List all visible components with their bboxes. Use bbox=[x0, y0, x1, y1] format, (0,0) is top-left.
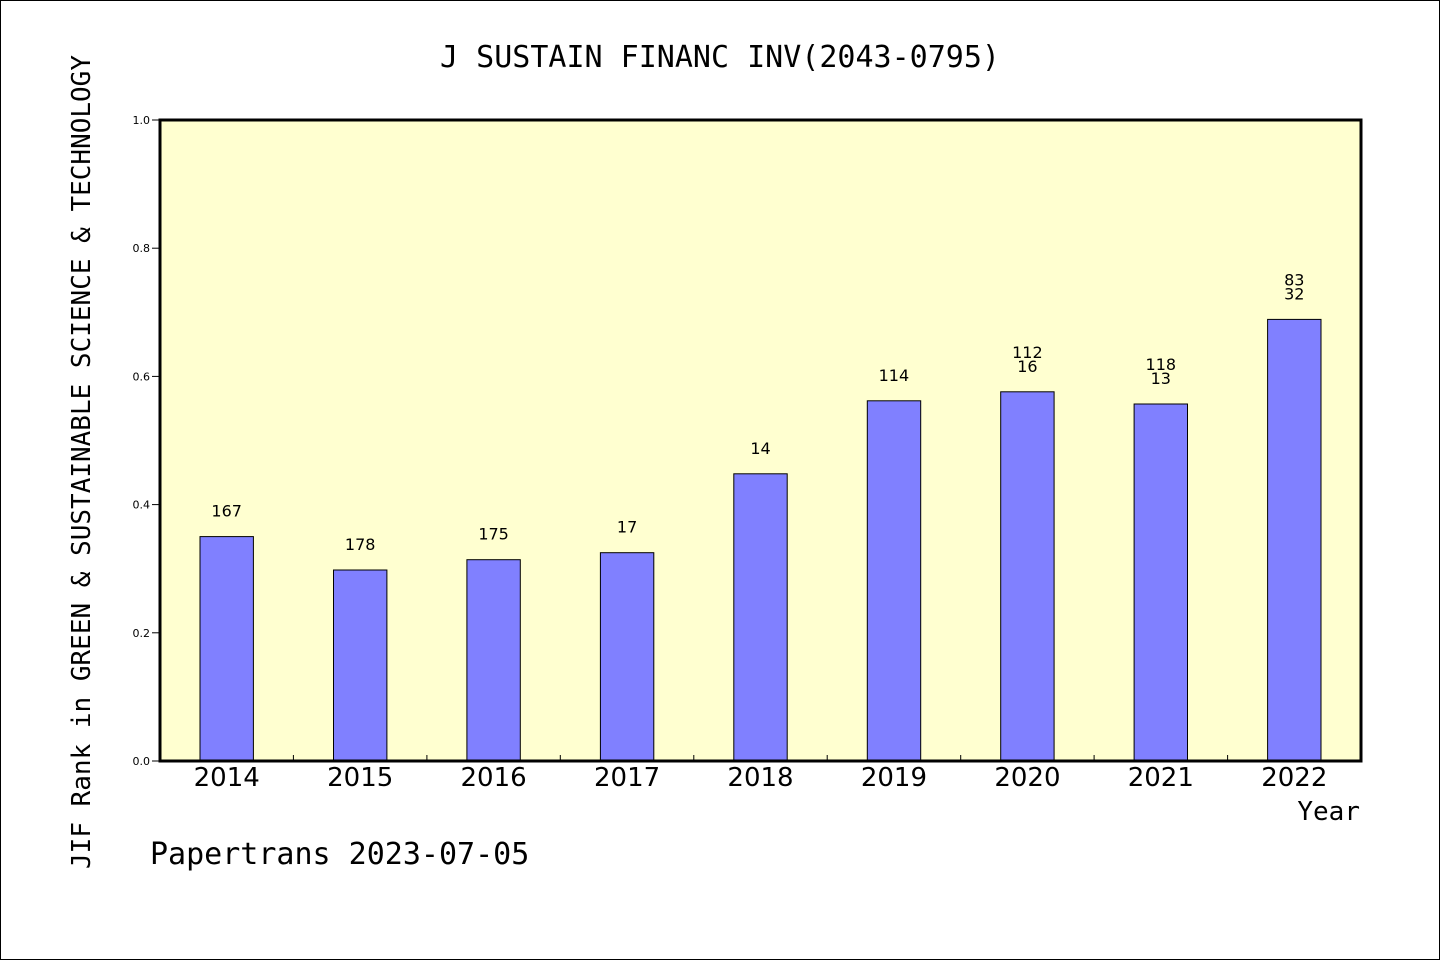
x-tick-label-2021: 2021 bbox=[1128, 763, 1194, 793]
plot-border bbox=[158, 118, 1363, 763]
y-tick-label-0.2: 0.2 bbox=[133, 627, 151, 640]
y-tick-label-0.8: 0.8 bbox=[133, 242, 151, 255]
bar-label-2020-2: 16 bbox=[1017, 357, 1037, 376]
x-tick-label-2022: 2022 bbox=[1261, 763, 1327, 793]
bar-2019 bbox=[866, 400, 922, 762]
watermark-text: Papertrans 2023-07-05 bbox=[150, 837, 529, 872]
x-tick-label-2014: 2014 bbox=[194, 763, 260, 793]
bar-2022 bbox=[1267, 318, 1322, 762]
x-tick-label-2018: 2018 bbox=[727, 763, 793, 793]
x-axis-label: Year bbox=[1297, 797, 1360, 827]
bar-label-2022-1: 83 bbox=[1284, 270, 1304, 289]
chart-title: J SUSTAIN FINANC INV(2043-0795) bbox=[440, 40, 1000, 75]
bar-label-2021-1: 118 bbox=[1146, 355, 1177, 374]
y-axis-label: JIF Rank in GREEN & SUSTAINABLE SCIENCE … bbox=[67, 55, 97, 869]
bar-label-2019: 114 bbox=[879, 366, 910, 385]
bar-2014 bbox=[199, 536, 254, 762]
bar-2020 bbox=[1000, 391, 1055, 762]
bar-label-2022-2: 32 bbox=[1284, 284, 1304, 303]
y-tick-label-0.0: 0.0 bbox=[133, 755, 151, 768]
x-tick-label-2017: 2017 bbox=[594, 763, 660, 793]
bar-label-2014: 167 bbox=[211, 502, 242, 521]
bar-2021 bbox=[1133, 403, 1188, 762]
bar-2018 bbox=[733, 473, 788, 762]
x-tick-label-2020: 2020 bbox=[994, 763, 1060, 793]
bar-label-2015: 178 bbox=[345, 535, 376, 554]
bar-label-2020-1: 112 bbox=[1012, 343, 1043, 362]
bars-group bbox=[199, 318, 1322, 762]
bar-label-2016: 175 bbox=[478, 525, 509, 544]
bar-label-2021-2: 13 bbox=[1151, 369, 1171, 388]
bar-2016 bbox=[466, 559, 521, 762]
y-tick-label-0.6: 0.6 bbox=[133, 370, 151, 383]
x-tick-label-2016: 2016 bbox=[461, 763, 527, 793]
y-axis-ticks: 0.0 0.2 0.4 0.6 0.8 1.0 bbox=[133, 114, 160, 768]
bar-label-2018: 14 bbox=[750, 439, 770, 458]
bar-2017 bbox=[599, 552, 655, 762]
x-tick-label-2019: 2019 bbox=[861, 763, 927, 793]
x-axis-ticks: 2014 2015 2016 2017 2018 2019 2020 2021 2022 bbox=[194, 755, 1327, 793]
y-tick-label-0.4: 0.4 bbox=[133, 499, 151, 512]
bar-2015 bbox=[333, 569, 388, 762]
bar-label-2017: 17 bbox=[617, 518, 637, 537]
x-tick-label-2015: 2015 bbox=[327, 763, 393, 793]
y-tick-label-1.0: 1.0 bbox=[133, 114, 151, 127]
